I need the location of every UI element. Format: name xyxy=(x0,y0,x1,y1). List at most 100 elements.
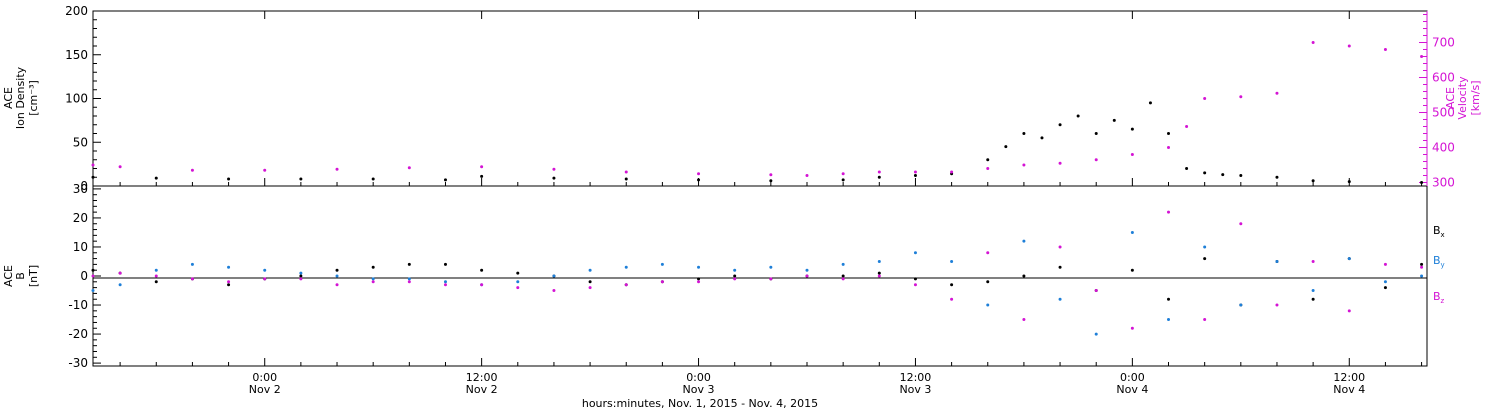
data-point xyxy=(335,268,339,272)
data-point xyxy=(299,271,303,275)
data-point xyxy=(1203,245,1207,249)
x-tick-date: Nov 2 xyxy=(466,383,498,396)
data-point xyxy=(299,277,303,281)
data-point xyxy=(407,262,411,266)
top-panel-frame xyxy=(92,10,1428,187)
top-left-ylabel-line3: [cm⁻³] xyxy=(27,80,40,116)
top-right-ylabel-line2: Velocity xyxy=(1456,76,1469,120)
data-point xyxy=(1167,132,1171,135)
bottom-left-tick-label: -10 xyxy=(68,298,88,312)
top-right-tick-label: 600 xyxy=(1432,71,1455,85)
data-point xyxy=(227,283,231,287)
data-point xyxy=(1347,180,1351,184)
top-left-ylabel-line1: ACE xyxy=(2,87,15,109)
data-point xyxy=(1058,297,1062,301)
x-tick-time: 12:00 xyxy=(1333,371,1365,384)
data-point xyxy=(588,286,592,290)
series-bz xyxy=(91,210,1424,330)
data-point xyxy=(986,303,990,307)
legend-bx-sub: x xyxy=(1441,231,1445,239)
data-point xyxy=(443,280,447,284)
data-point xyxy=(697,277,701,281)
top-left-tick-label: 50 xyxy=(73,135,88,149)
data-point xyxy=(588,268,592,272)
data-point xyxy=(91,175,95,179)
data-point xyxy=(1167,146,1171,149)
bottom-panel-frame xyxy=(92,185,1428,367)
data-point xyxy=(516,286,520,290)
bottom-left-ylabel-line2: B xyxy=(14,272,27,280)
bottom-left-tick-label: -20 xyxy=(68,327,88,341)
data-point xyxy=(552,176,556,180)
data-point xyxy=(1420,181,1424,184)
data-point xyxy=(697,280,701,284)
top-left-ylabel-line2: Ion Density xyxy=(14,66,27,129)
bottom-left-axis: -30 -20 -10 0 10 20 30 xyxy=(68,182,101,370)
data-point xyxy=(1420,265,1424,269)
data-point xyxy=(769,277,773,281)
data-point xyxy=(1203,257,1207,261)
data-point xyxy=(877,274,881,278)
data-point xyxy=(371,277,375,281)
data-point xyxy=(443,178,447,182)
data-point xyxy=(1058,161,1062,165)
data-point xyxy=(1040,136,1044,140)
data-point xyxy=(227,280,231,284)
data-point xyxy=(190,277,194,281)
data-point xyxy=(733,274,737,278)
data-point xyxy=(1167,210,1171,214)
bottom-left-ylabel-line1: ACE xyxy=(2,265,15,287)
data-point xyxy=(118,283,122,287)
top-right-tick-label: 300 xyxy=(1432,176,1455,190)
data-point xyxy=(154,268,158,272)
data-point xyxy=(1383,48,1387,51)
data-point xyxy=(118,165,122,169)
data-point xyxy=(227,265,231,269)
data-point xyxy=(1094,289,1098,293)
data-point xyxy=(1167,318,1171,322)
data-point xyxy=(624,177,628,181)
data-point xyxy=(118,271,122,275)
data-point xyxy=(1311,179,1315,183)
data-point xyxy=(190,168,194,172)
series-bx xyxy=(91,257,1424,307)
data-point xyxy=(913,251,917,255)
data-point xyxy=(154,176,158,180)
top-right-axis: 300 400 500 600 700 xyxy=(1419,11,1455,190)
data-point xyxy=(950,170,954,174)
x-tick-date: Nov 2 xyxy=(249,383,281,396)
data-point xyxy=(1112,118,1116,122)
data-point xyxy=(841,178,845,182)
bottom-left-tick-label: -30 xyxy=(68,356,88,370)
data-point xyxy=(1383,280,1387,284)
data-point xyxy=(769,265,773,269)
data-point xyxy=(1420,55,1424,58)
series-ion-density xyxy=(91,101,1424,184)
data-point xyxy=(552,274,556,278)
data-point xyxy=(733,277,737,281)
data-point xyxy=(877,271,881,275)
data-point xyxy=(371,265,375,269)
data-point xyxy=(407,166,411,170)
data-point xyxy=(335,283,339,287)
series-by xyxy=(91,230,1424,336)
data-point xyxy=(299,177,303,181)
data-point xyxy=(1148,101,1152,105)
data-point xyxy=(588,280,592,284)
data-point xyxy=(1311,297,1315,301)
top-right-tick-label: 400 xyxy=(1432,141,1455,155)
data-point xyxy=(1130,153,1134,156)
data-point xyxy=(1094,332,1098,336)
data-point xyxy=(624,283,628,287)
data-point xyxy=(1130,326,1134,330)
series-velocity xyxy=(91,41,1424,177)
top-left-tick-label: 150 xyxy=(65,48,88,62)
data-point xyxy=(1130,268,1134,272)
data-point xyxy=(1022,318,1026,322)
data-point xyxy=(913,170,917,174)
data-point xyxy=(443,262,447,266)
data-point xyxy=(986,158,990,162)
data-point xyxy=(697,172,701,176)
